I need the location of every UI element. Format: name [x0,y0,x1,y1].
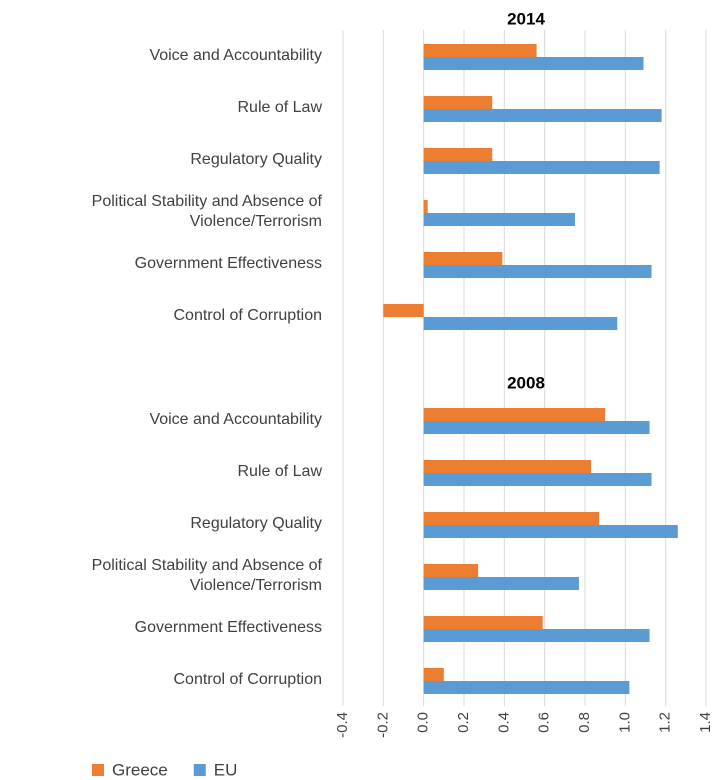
y-tick-label: Rule of Law [237,463,323,480]
bar [423,96,493,109]
y-tick-label: Control of Corruption [173,307,322,324]
y-tick-label: Regulatory Quality [190,151,322,168]
x-tick-label: 0.2 [455,712,472,733]
legend-label: Greece [112,760,168,779]
bar [423,564,479,577]
legend-swatch [92,764,104,776]
legend-label: EU [214,760,238,779]
bar [423,460,592,473]
x-tick-label: -0.4 [334,712,351,738]
x-tick-label: 0.6 [536,712,553,733]
bar [423,265,652,278]
x-tick-label: -0.2 [374,712,391,738]
y-tick-label: Regulatory Quality [190,515,322,532]
bar [423,408,606,421]
bar [383,304,424,317]
bar [423,616,543,629]
x-tick-label: 0.0 [415,712,432,733]
y-tick-label: Political Stability and Absence of Viole… [91,557,322,594]
bar [423,161,660,174]
x-tick-label: 1.2 [657,712,674,733]
y-tick-label: Political Stability and Absence of Viole… [91,193,322,230]
y-tick-label: Control of Corruption [173,671,322,688]
x-tick-label: 0.4 [495,712,512,733]
bar [423,213,575,226]
bar [423,421,650,434]
y-tick-label: Rule of Law [237,99,323,116]
panel-title: 2014 [507,9,545,28]
y-tick-label: Government Effectiveness [134,619,322,636]
bar [423,629,650,642]
bar [423,200,428,213]
panel-title: 2008 [507,373,545,392]
legend-swatch [193,764,206,776]
y-tick-label: Voice and Accountability [149,411,322,428]
bar [423,473,652,486]
x-tick-label: 0.8 [576,712,593,733]
bar [423,668,444,681]
x-tick-label: 1.0 [616,712,633,733]
bar [423,44,537,57]
bar [423,317,618,330]
bar [423,148,493,161]
y-tick-label: Voice and Accountability [149,47,322,64]
bar [423,252,503,265]
bar [423,681,630,694]
y-tick-label: Government Effectiveness [134,255,322,272]
bar [423,109,662,122]
bar [423,525,678,538]
x-tick-label: 1.4 [697,712,714,733]
bar [423,512,600,525]
bar [423,57,644,70]
bar [423,577,579,590]
